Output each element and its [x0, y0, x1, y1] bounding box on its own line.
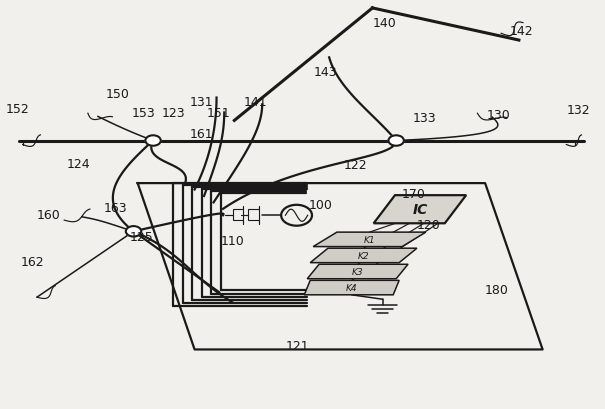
Text: K4: K4	[346, 283, 358, 292]
Text: 180: 180	[485, 283, 509, 296]
Polygon shape	[304, 281, 399, 295]
Text: 160: 160	[37, 208, 60, 221]
Text: 100: 100	[309, 199, 332, 212]
Text: 141: 141	[243, 96, 267, 109]
Text: 130: 130	[486, 109, 510, 122]
Text: 131: 131	[190, 96, 214, 109]
Text: 123: 123	[162, 107, 185, 119]
Text: 110: 110	[221, 235, 244, 248]
Circle shape	[126, 227, 141, 237]
Text: 133: 133	[412, 112, 436, 125]
Text: 153: 153	[132, 107, 155, 119]
Text: K3: K3	[352, 267, 364, 276]
Text: 142: 142	[510, 25, 534, 38]
Text: 121: 121	[286, 339, 310, 352]
Polygon shape	[310, 249, 417, 263]
Text: K1: K1	[364, 235, 375, 244]
Text: 162: 162	[21, 255, 45, 268]
Text: 120: 120	[416, 219, 440, 232]
Polygon shape	[313, 233, 426, 247]
Text: 170: 170	[402, 188, 426, 201]
Bar	[232, 210, 243, 221]
Text: IC: IC	[412, 203, 428, 217]
Text: 132: 132	[566, 104, 590, 117]
Polygon shape	[374, 196, 466, 224]
Text: 124: 124	[67, 157, 90, 170]
Text: 161: 161	[190, 128, 214, 141]
Text: 122: 122	[344, 159, 368, 172]
Text: 125: 125	[129, 231, 153, 244]
Text: 140: 140	[373, 17, 396, 30]
Bar	[248, 210, 258, 221]
Text: K2: K2	[358, 251, 370, 260]
Circle shape	[388, 136, 404, 146]
Polygon shape	[307, 265, 408, 279]
Text: 143: 143	[313, 66, 337, 79]
Text: 151: 151	[206, 107, 230, 119]
Text: 152: 152	[6, 103, 30, 116]
Circle shape	[145, 136, 161, 146]
Text: 150: 150	[106, 88, 129, 101]
Text: 163: 163	[104, 201, 128, 214]
